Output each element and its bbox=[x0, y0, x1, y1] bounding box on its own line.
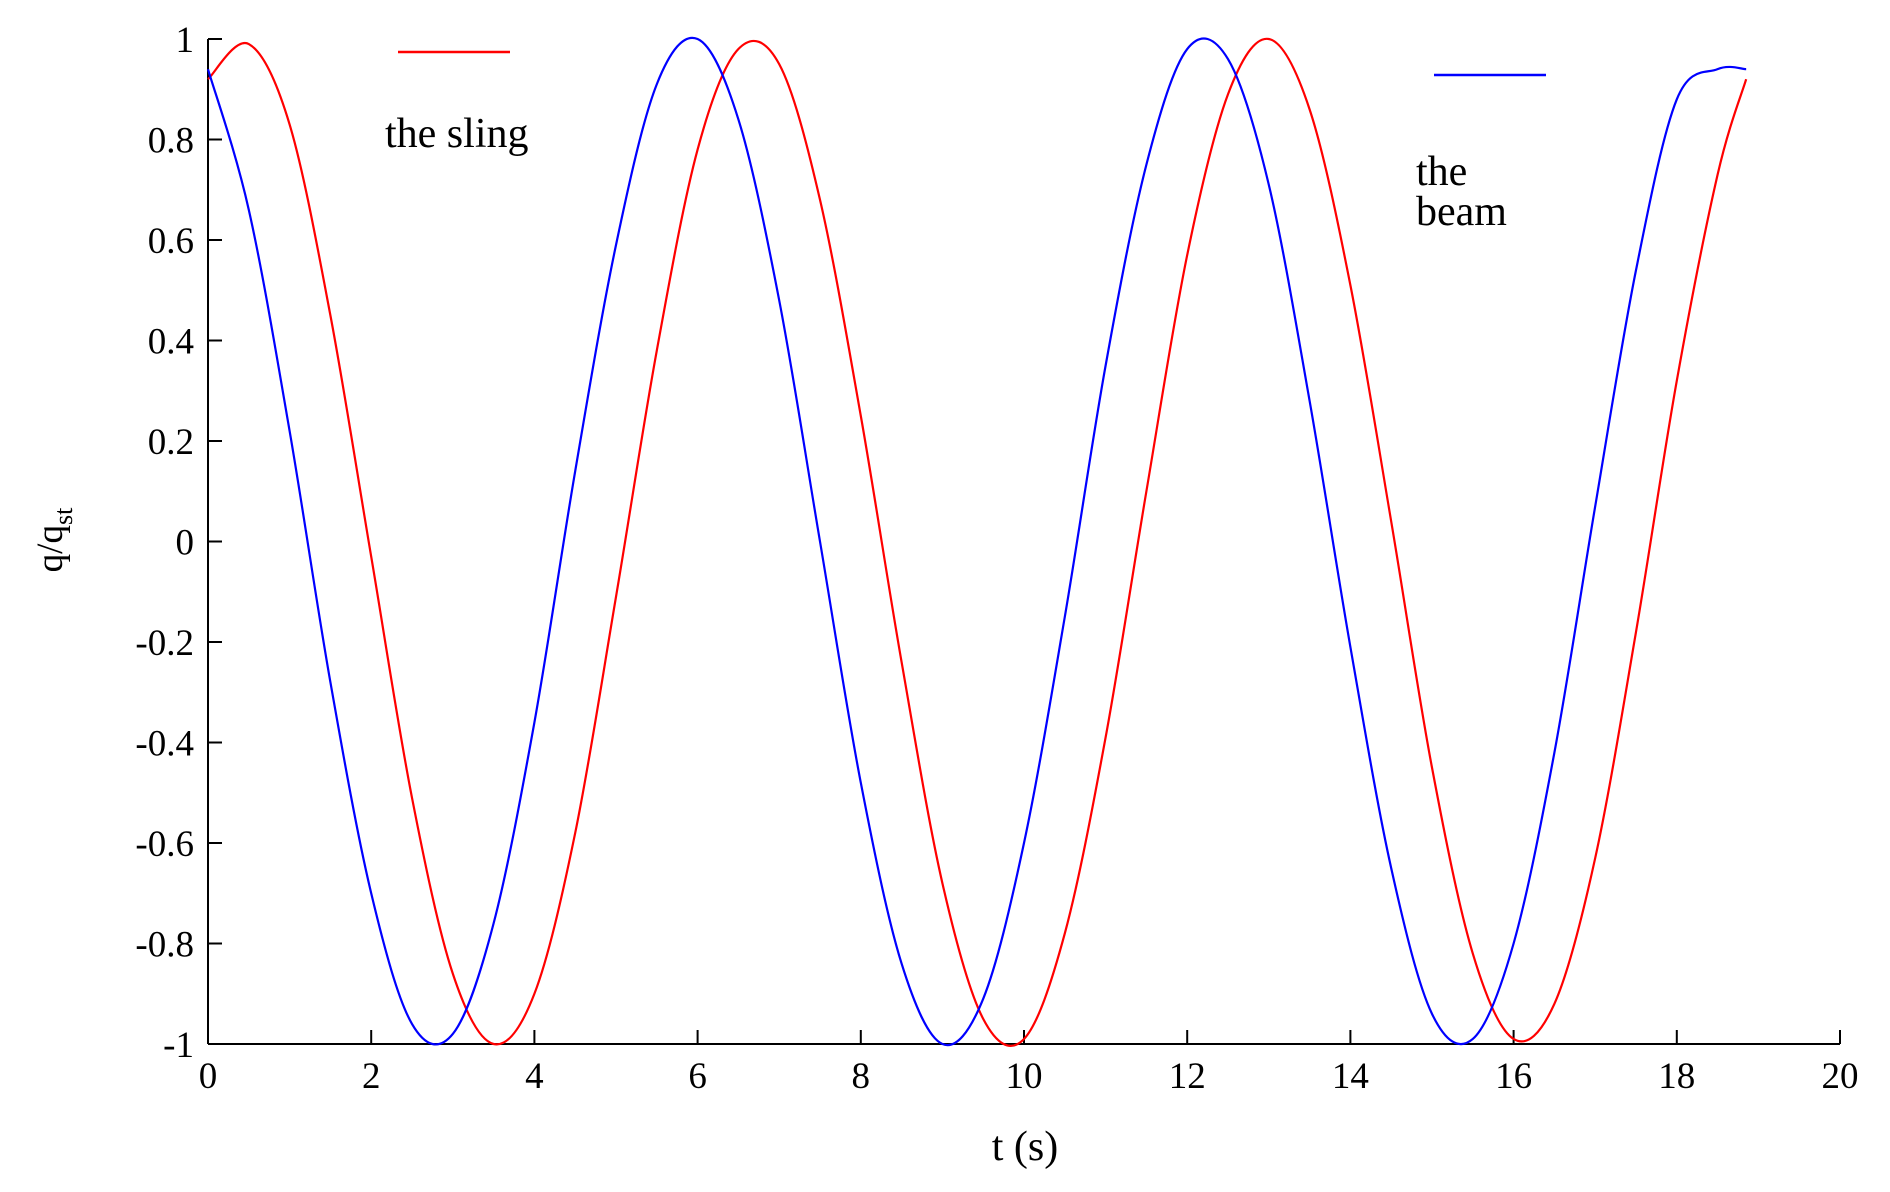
x-tick-label: 6 bbox=[688, 1056, 707, 1097]
y-tick-label: 1 bbox=[176, 20, 195, 61]
y-tick-label: 0.4 bbox=[148, 322, 194, 363]
y-tick-label: 0.6 bbox=[148, 221, 194, 262]
y-tick-label: -0.2 bbox=[135, 623, 194, 664]
x-tick-label: 8 bbox=[852, 1056, 871, 1097]
x-tick-label: 12 bbox=[1169, 1056, 1206, 1097]
x-tick-label: 18 bbox=[1658, 1056, 1695, 1097]
y-tick-label: -0.6 bbox=[135, 824, 194, 865]
series-line bbox=[206, 36, 1747, 1047]
x-tick-label: 2 bbox=[362, 1056, 381, 1097]
y-tick-label: 0.8 bbox=[148, 121, 194, 162]
series-line bbox=[207, 37, 1748, 1047]
x-tick-label: 14 bbox=[1332, 1056, 1369, 1097]
y-tick-label: 0 bbox=[176, 523, 195, 564]
y-tick-label: 0.2 bbox=[148, 422, 194, 463]
y-axis-label-subscript: st bbox=[49, 507, 78, 525]
x-tick-label: 10 bbox=[1006, 1056, 1043, 1097]
y-tick-label: -0.4 bbox=[135, 724, 194, 765]
x-tick-label: 16 bbox=[1495, 1056, 1532, 1097]
x-tick-label: 20 bbox=[1822, 1056, 1859, 1097]
y-axis-label: q/qst bbox=[30, 507, 78, 572]
legend-label: the sling bbox=[385, 111, 529, 157]
y-tick-label: -1 bbox=[163, 1025, 194, 1066]
x-tick-label: 0 bbox=[199, 1056, 218, 1097]
x-tick-label: 4 bbox=[525, 1056, 544, 1097]
legend-label: the beam bbox=[1416, 149, 1507, 235]
x-axis-label: t (s) bbox=[992, 1124, 1059, 1170]
y-axis-label-main: q/q bbox=[30, 525, 71, 572]
y-tick-label: -0.8 bbox=[135, 925, 194, 966]
